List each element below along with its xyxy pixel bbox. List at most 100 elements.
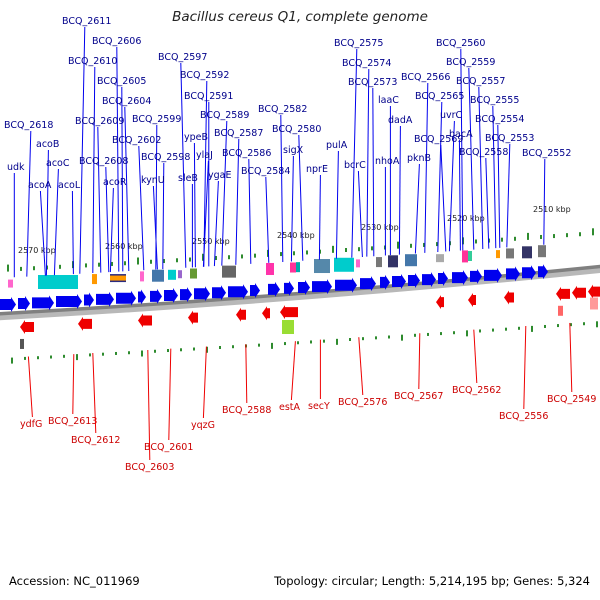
forward-gene-label: nhoA <box>375 156 400 167</box>
forward-label-leader <box>97 126 102 273</box>
accession-text: Accession: NC_011969 <box>9 574 140 588</box>
feature-block <box>20 338 24 349</box>
scale-label: 2570 kbp <box>18 246 56 255</box>
forward-gene-label: BCQ_2589 <box>200 110 249 121</box>
forward-gene-label: BCQ_2555 <box>470 95 519 106</box>
feature-block <box>8 279 13 288</box>
forward-label-leader <box>265 176 270 263</box>
forward-gene-label: BCQ_2604 <box>102 96 151 107</box>
forward-gene-label: BCQ_2554 <box>475 114 524 125</box>
feature-block <box>334 257 354 272</box>
feature-block <box>376 257 382 268</box>
forward-label-leader <box>468 67 475 250</box>
forward-label-leader <box>248 158 252 264</box>
reverse-gene-label: BCQ_2612 <box>71 435 120 446</box>
forward-gene-arrow <box>470 268 482 284</box>
forward-label-leader <box>478 86 484 250</box>
reverse-gene-arrow <box>188 310 198 325</box>
reverse-gene-arrow <box>280 305 298 320</box>
reverse-label-leader <box>27 356 33 418</box>
reverse-gene-arrow <box>556 286 570 301</box>
feature-block <box>388 255 398 268</box>
forward-label-leader <box>543 158 546 245</box>
forward-gene-arrow <box>312 279 332 295</box>
forward-gene-label: sleB <box>178 173 198 184</box>
reverse-gene-arrow <box>78 316 92 331</box>
reverse-label-leader <box>473 329 478 384</box>
forward-label-leader <box>79 26 86 274</box>
forward-label-leader <box>357 170 363 257</box>
scale-label: 2540 kbp <box>277 231 315 240</box>
forward-gene-label: BCQ_2580 <box>272 124 321 135</box>
forward-label-leader <box>221 120 228 266</box>
forward-gene-label: BCQ_2558 <box>459 147 508 158</box>
reverse-label-leader <box>523 326 527 410</box>
forward-gene-label: BCQ_2575 <box>334 38 383 49</box>
reverse-gene-label: BCQ_2567 <box>394 391 443 402</box>
forward-label-leader <box>485 157 490 249</box>
feature-block <box>222 265 236 278</box>
feature-block <box>178 270 182 279</box>
forward-gene-label: BCQ_2591 <box>184 91 233 102</box>
reverse-gene-arrow <box>572 285 586 300</box>
forward-gene-label: acoR <box>103 177 127 188</box>
feature-block <box>282 320 294 335</box>
forward-gene-arrow <box>150 288 162 304</box>
forward-gene-label: acoA <box>28 180 52 191</box>
forward-label-leader <box>203 80 208 267</box>
forward-gene-label: pulA <box>326 140 348 151</box>
forward-gene-label: BCQ_2560 <box>436 38 485 49</box>
forward-gene-label: BCQ_2559 <box>446 57 495 68</box>
forward-label-leader <box>121 86 124 272</box>
reverse-gene-arrow <box>262 306 270 321</box>
forward-gene-label: dadA <box>388 115 413 126</box>
forward-gene-label: BCQ_2586 <box>222 148 271 159</box>
forward-label-leader <box>448 120 455 252</box>
forward-gene-arrow <box>116 290 136 306</box>
reverse-gene-label: BCQ_2562 <box>452 385 501 396</box>
forward-gene-label: sigX <box>283 145 304 156</box>
genome-summary-text: Topology: circular; Length: 5,214,195 bp… <box>274 574 590 588</box>
forward-label-leader <box>116 46 120 272</box>
reverse-gene-label: BCQ_2576 <box>338 397 387 408</box>
forward-gene-arrow <box>96 291 114 307</box>
scale-label: 2560 kbp <box>105 242 143 251</box>
forward-gene-arrow <box>452 270 468 286</box>
feature-block <box>436 254 444 263</box>
forward-gene-arrow <box>268 281 280 297</box>
forward-gene-arrow <box>32 295 54 311</box>
forward-gene-label: BCQ_2569 <box>414 134 463 145</box>
feature-block <box>168 269 176 280</box>
feature-block <box>314 259 330 274</box>
forward-label-leader <box>53 168 59 276</box>
reverse-gene-label: BCQ_2588 <box>222 405 271 416</box>
forward-gene-label: udk <box>7 162 25 173</box>
forward-gene-label: acoB <box>36 139 59 150</box>
forward-gene-arrow <box>138 289 146 305</box>
forward-gene-arrow <box>298 280 310 296</box>
reverse-gene-arrow <box>236 307 246 322</box>
forward-label-leader <box>213 180 219 267</box>
forward-gene-arrow <box>194 286 210 302</box>
forward-label-leader <box>124 106 130 272</box>
forward-gene-label: BCQ_2602 <box>112 135 161 146</box>
forward-gene-label: BCQ_2611 <box>62 16 111 27</box>
feature-block <box>522 246 532 259</box>
forward-gene-label: BCQ_2573 <box>348 77 397 88</box>
scale-label: 2510 kbp <box>533 205 571 214</box>
scale-label: 2550 kbp <box>192 237 230 246</box>
forward-label-leader <box>298 134 304 261</box>
forward-label-leader <box>290 155 294 262</box>
feature-block <box>140 271 144 282</box>
forward-label-leader <box>105 166 110 273</box>
forward-gene-label: kynU <box>141 175 165 186</box>
forward-label-leader <box>180 62 187 268</box>
forward-gene-label: BCQ_2597 <box>158 52 207 63</box>
forward-gene-label: BCQ_2582 <box>258 104 307 115</box>
forward-label-leader <box>162 162 165 270</box>
forward-label-leader <box>152 185 158 270</box>
forward-gene-label: BCQ_2608 <box>79 156 128 167</box>
reverse-gene-arrow <box>504 290 514 305</box>
forward-gene-label: BCQ_2566 <box>401 72 450 83</box>
